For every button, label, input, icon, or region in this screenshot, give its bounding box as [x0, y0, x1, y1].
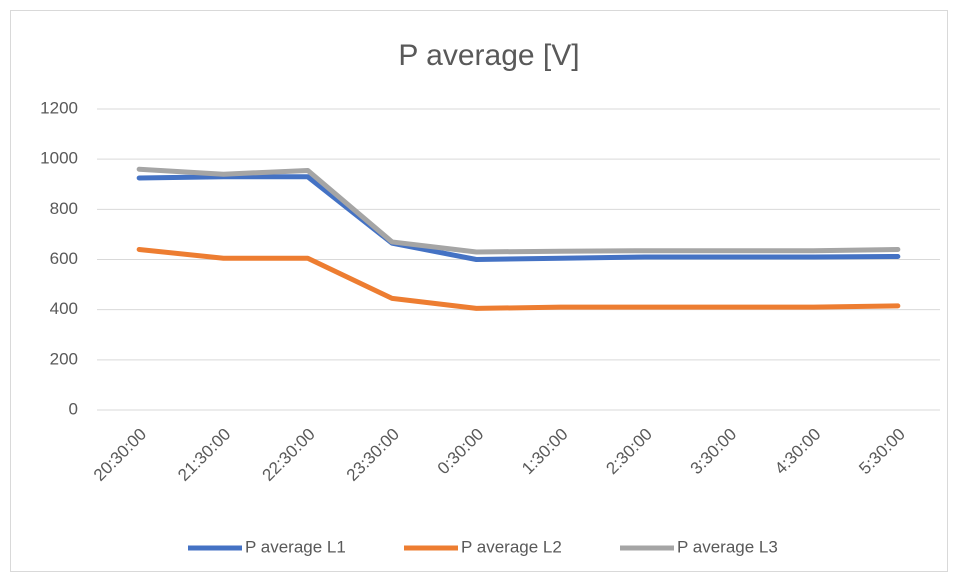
y-tick-label: 200 [50, 349, 78, 368]
legend-label: P average L2 [461, 537, 562, 556]
line-series [136, 166, 901, 255]
y-tick-label: 0 [69, 399, 78, 418]
chart-frame [10, 10, 948, 572]
line-series [136, 174, 901, 262]
chart-title: P average [V] [398, 39, 579, 72]
y-tick-label: 400 [50, 299, 78, 318]
legend-label: P average L3 [677, 537, 778, 556]
y-tick-label: 1000 [40, 149, 78, 168]
legend-label: P average L1 [245, 537, 346, 556]
line-series [136, 246, 901, 311]
y-tick-label: 600 [50, 249, 78, 268]
y-tick-label: 800 [50, 199, 78, 218]
y-tick-label: 1200 [40, 98, 78, 117]
